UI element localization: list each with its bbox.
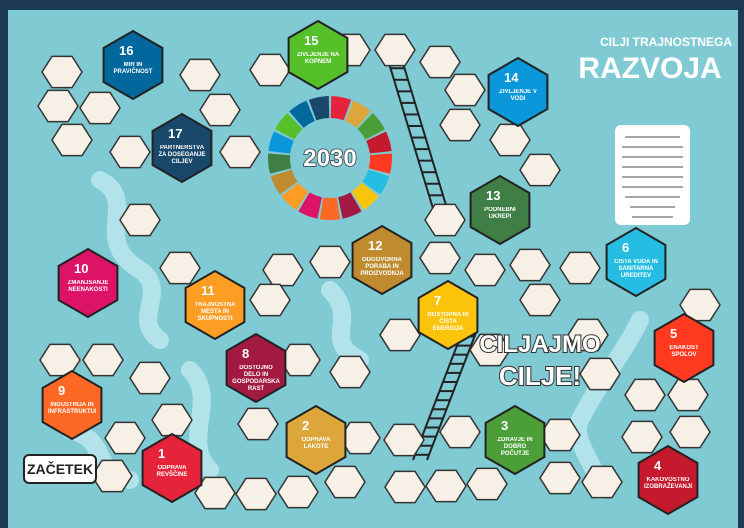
goal-number: 1 — [158, 446, 165, 461]
goal-number: 6 — [622, 240, 629, 255]
goal-name: DOSTOPNA IN ČISTA ENERGIJA — [424, 312, 472, 333]
goal-number: 14 — [504, 70, 519, 85]
goal-name-box: ODPRAVA LAKOTE — [292, 437, 340, 465]
goal-number: 10 — [74, 261, 88, 276]
goal-name: PARTNERSTVA ZA DOSEGANJE CILJEV — [158, 145, 206, 166]
goal-name-box: DOSTOJNO DELO IN GOSPODARSKA RAST — [232, 365, 280, 393]
page: 2030 1 ODPRAVA REVŠČINE 2 ODPRAVA LAKOTE 3 ZD… — [0, 0, 744, 528]
title-big: RAZVOJA — [578, 52, 721, 85]
goal-name: ENAKOST SPOLOV — [660, 345, 708, 359]
goal-name-box: ZDRAVJE IN DOBRO POČUTJE — [491, 437, 539, 465]
goal-number: 2 — [302, 418, 309, 433]
goal-name: ODPRAVA REVŠČINE — [148, 465, 196, 479]
goal-name: INDUSTRIJA IN INFRASTRUKTURA — [48, 402, 96, 416]
goal-name: TRAJNOSTNA MESTA IN SKUPNOSTI — [191, 302, 239, 323]
start-label: ZAČETEK — [27, 460, 93, 477]
goal-name: ŽIVLJENJE V VODI — [494, 89, 542, 103]
goal-name-box: TRAJNOSTNA MESTA IN SKUPNOSTI — [191, 302, 239, 330]
goal-number: 7 — [434, 293, 441, 308]
goal-name: MIR IN PRAVIČNOST — [109, 62, 157, 76]
goal-name: ODGOVORNA PORABA IN PROIZVODNJA — [358, 257, 406, 278]
wheel-label: 2030 — [303, 145, 356, 172]
goal-name-box: INDUSTRIJA IN INFRASTRUKTURA — [48, 402, 96, 430]
goal-number: 5 — [670, 326, 677, 341]
goal-name: ŽIVLJENJE NA KOPNEM — [294, 52, 342, 66]
goal-name: DOSTOJNO DELO IN GOSPODARSKA RAST — [232, 365, 280, 393]
goal-name-box: PARTNERSTVA ZA DOSEGANJE CILJEV — [158, 145, 206, 173]
board: 2030 1 ODPRAVA REVŠČINE 2 ODPRAVA LAKOTE 3 ZD… — [0, 0, 744, 528]
goal-number: 16 — [119, 43, 133, 58]
goal-number: 12 — [368, 238, 382, 253]
goal-name-box: DOSTOPNA IN ČISTA ENERGIJA — [424, 312, 472, 340]
goal-number: 8 — [242, 346, 249, 361]
goal-name-box: KAKOVOSTNO IZOBRAŽEVANJE — [644, 477, 692, 505]
card — [615, 125, 690, 225]
slogan-line2: CILJE! — [499, 361, 581, 391]
goal-number: 4 — [654, 458, 662, 473]
goal-name: KAKOVOSTNO IZOBRAŽEVANJE — [644, 477, 692, 491]
goal-name: ZDRAVJE IN DOBRO POČUTJE — [491, 437, 539, 458]
goal-number: 17 — [168, 126, 182, 141]
goal-name-box: ČISTA VODA IN SANITARNA UREDITEV — [612, 259, 660, 287]
goal-name: ČISTA VODA IN SANITARNA UREDITEV — [612, 259, 660, 280]
goal-name-box: ŽIVLJENJE NA KOPNEM — [294, 52, 342, 80]
goal-name-box: ENAKOST SPOLOV — [660, 345, 708, 373]
goal-name-box: ODGOVORNA PORABA IN PROIZVODNJA — [358, 257, 406, 285]
goal-name-box: ODPRAVA REVŠČINE — [148, 465, 196, 493]
title: CILJI TRAJNOSTNEGA — [600, 35, 732, 49]
goal-name-box: ŽIVLJENJE V VODI — [494, 89, 542, 117]
slogan-line1: CILJAJMO — [479, 331, 600, 358]
goal-name: ZMANJŠANJE NEENAKOSTI — [64, 280, 112, 294]
goal-name-box: MIR IN PRAVIČNOST — [109, 62, 157, 90]
goal-number: 3 — [501, 418, 508, 433]
wheel-segment — [320, 198, 340, 221]
goal-name: ODPRAVA LAKOTE — [292, 437, 340, 451]
goal-name: PODNEBNI UKREPI — [476, 207, 524, 221]
goal-number: 15 — [304, 33, 318, 48]
goal-number: 11 — [201, 283, 215, 298]
goal-number: 9 — [58, 383, 65, 398]
instructions-card — [615, 125, 690, 225]
goal-name-box: ZMANJŠANJE NEENAKOSTI — [64, 280, 112, 308]
goal-number: 13 — [486, 188, 500, 203]
goal-name-box: PODNEBNI UKREPI — [476, 207, 524, 235]
